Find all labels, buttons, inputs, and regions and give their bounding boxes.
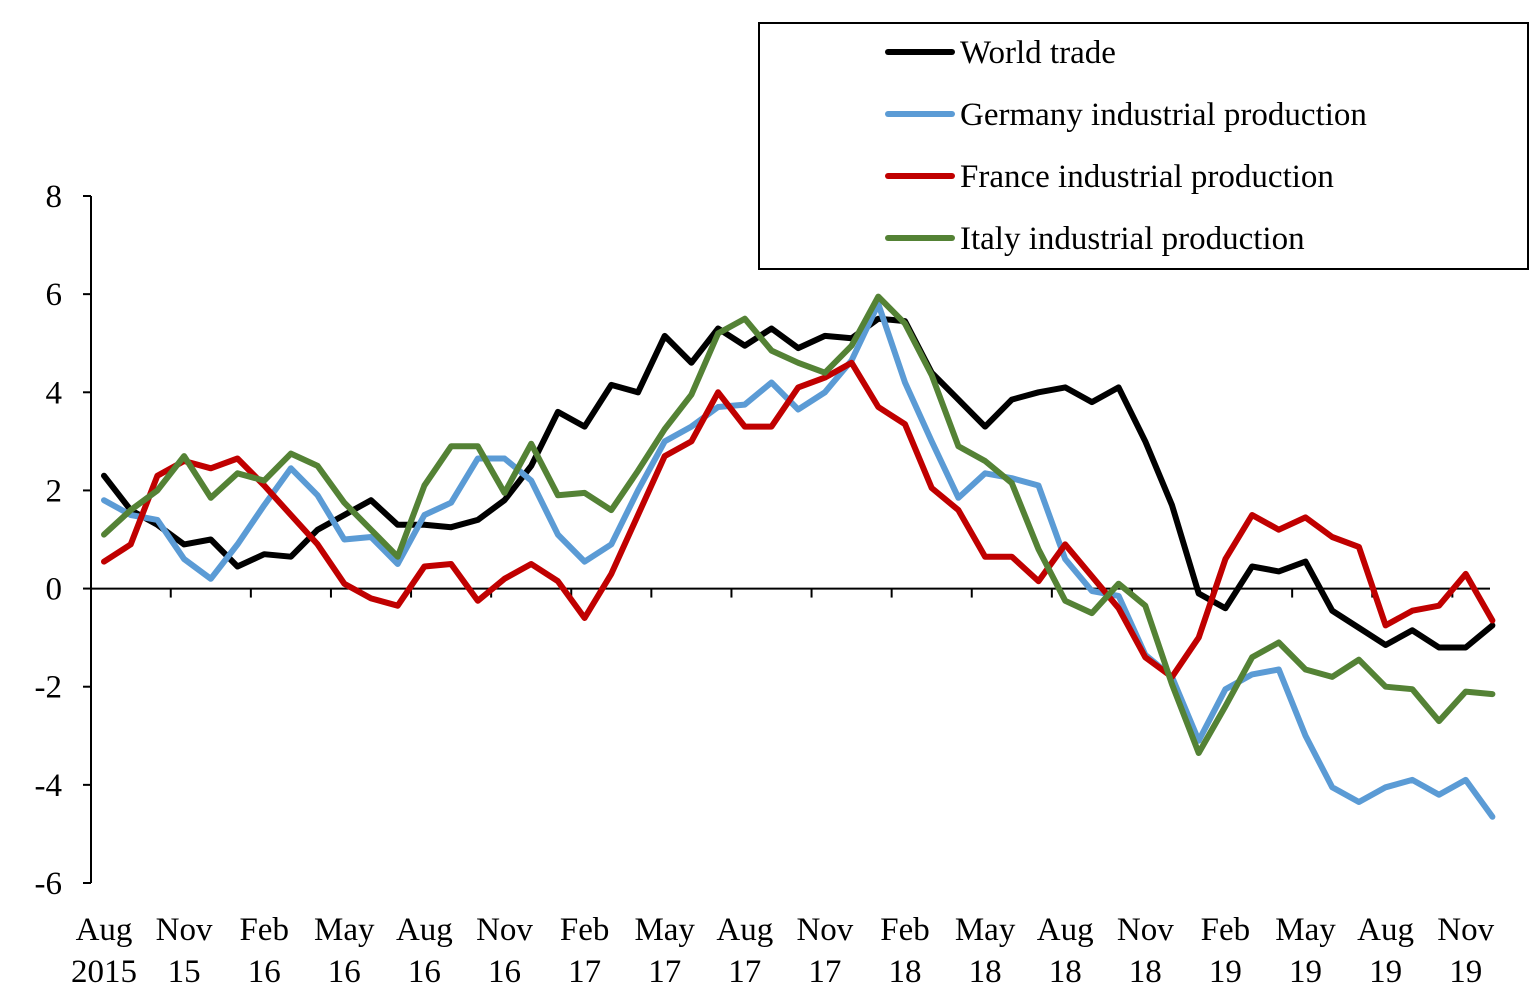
x-tick-label-month: Aug	[1357, 912, 1414, 948]
y-tick-label: 6	[46, 277, 63, 313]
legend-item-france: France industrial production	[885, 159, 1334, 195]
x-tick-label-year: 16	[328, 954, 361, 990]
x-tick-label-year: 19	[1449, 954, 1482, 990]
legend-item-germany: Germany industrial production	[885, 97, 1367, 133]
x-tick-label-year: 18	[1049, 954, 1082, 990]
y-tick-label: 2	[46, 473, 63, 509]
x-tick-label-month: May	[1275, 912, 1336, 948]
x-tick-label-month: Feb	[880, 912, 930, 948]
legend-label-france: France industrial production	[960, 159, 1334, 195]
x-tick-label-year: 18	[969, 954, 1002, 990]
legend: World trade Germany industrial productio…	[758, 22, 1529, 270]
y-tick-label: 4	[46, 375, 63, 411]
x-tick-label-year: 16	[408, 954, 441, 990]
x-tick-label-month: Aug	[76, 912, 133, 948]
x-tick-label-year: 16	[248, 954, 281, 990]
y-tick-label: -2	[35, 670, 63, 706]
x-tick-label-month: May	[314, 912, 375, 948]
y-tick-label: -6	[35, 866, 63, 902]
series-line-italy	[101, 293, 1496, 756]
x-tick-label-year: 15	[168, 954, 201, 990]
x-tick-label-month: May	[955, 912, 1016, 948]
legend-label-italy: Italy industrial production	[960, 221, 1305, 257]
x-tick-label-year: 2015	[71, 954, 137, 990]
legend-box	[758, 22, 1529, 270]
series-line-france	[101, 359, 1496, 680]
x-tick-label-month: Aug	[1037, 912, 1094, 948]
x-tick-label-month: Nov	[1117, 912, 1174, 948]
y-tick-label: -4	[35, 768, 63, 804]
x-tick-label-year: 17	[728, 954, 761, 990]
x-tick-label-month: Nov	[476, 912, 533, 948]
x-tick-label-year: 18	[1129, 954, 1162, 990]
x-tick-label-year: 17	[648, 954, 681, 990]
x-tick-label-year: 18	[889, 954, 922, 990]
x-tick-label-year: 19	[1209, 954, 1242, 990]
series-lines	[101, 293, 1496, 820]
x-tick-label-month: Nov	[156, 912, 213, 948]
x-tick-label-year: 16	[488, 954, 521, 990]
x-tick-label-month: Aug	[396, 912, 453, 948]
x-tick-label-month: Feb	[560, 912, 610, 948]
x-tick-label-month: Nov	[796, 912, 853, 948]
axes: 8 6 4 2 0 -2 -4 -6 Aug 2015 Nov 15 Feb 16 May 16 Aug 16 No…	[35, 179, 1495, 990]
x-tick-label-year: 17	[568, 954, 601, 990]
x-tick-label-year: 19	[1289, 954, 1322, 990]
y-tick-label: 0	[46, 572, 63, 608]
series-line-world-trade	[101, 315, 1496, 651]
x-tick-label-year: 17	[808, 954, 841, 990]
x-tick-label-month: Nov	[1437, 912, 1494, 948]
series-line-germany	[101, 301, 1496, 820]
x-tick-label-month: Aug	[716, 912, 773, 948]
legend-item-italy: Italy industrial production	[885, 221, 1305, 257]
legend-item-world-trade: World trade	[885, 35, 1116, 71]
y-tick-label: 8	[46, 179, 63, 215]
x-tick-label-month: Feb	[1201, 912, 1251, 948]
legend-label-world-trade: World trade	[960, 35, 1116, 71]
x-tick-label-year: 19	[1369, 954, 1402, 990]
legend-label-germany: Germany industrial production	[960, 97, 1367, 133]
x-tick-label-month: Feb	[239, 912, 289, 948]
x-tick-label-month: May	[634, 912, 695, 948]
